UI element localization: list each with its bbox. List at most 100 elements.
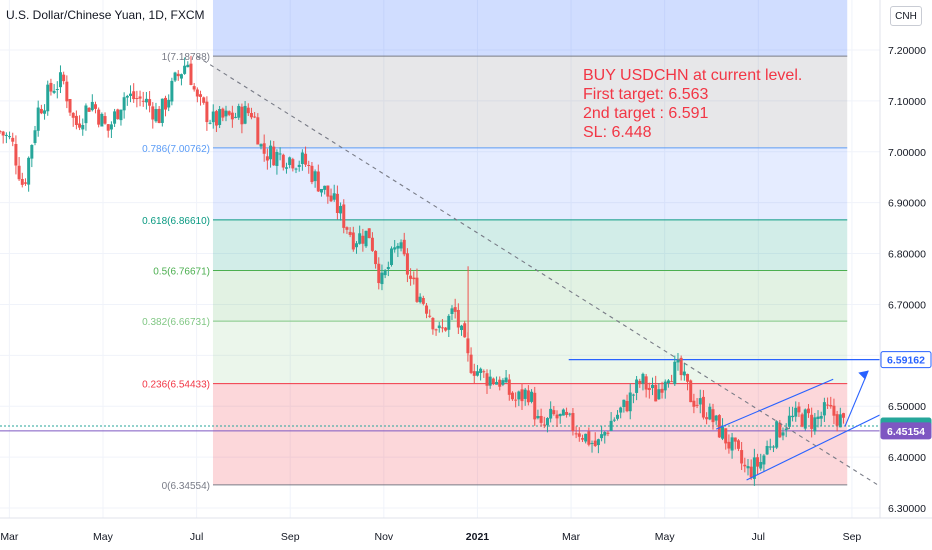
candle-body xyxy=(539,415,543,423)
candle xyxy=(167,94,171,112)
candle xyxy=(721,418,725,441)
candle xyxy=(259,143,263,150)
price-tick-label: 6.70000 xyxy=(888,299,926,311)
candle-body xyxy=(822,402,826,416)
candle xyxy=(214,109,218,133)
candle xyxy=(0,130,2,134)
candle xyxy=(819,411,823,426)
candle-body xyxy=(87,107,91,112)
currency-button[interactable]: CNH xyxy=(890,6,922,26)
chart-title: U.S. Dollar/Chinese Yuan, 1D, FXCM xyxy=(6,8,205,22)
candle xyxy=(440,319,444,333)
candle-body xyxy=(670,381,674,383)
candle-body xyxy=(501,380,505,385)
candle xyxy=(23,178,27,186)
candle-body xyxy=(510,392,514,400)
candle xyxy=(412,271,416,285)
candle xyxy=(103,112,107,125)
candle-body xyxy=(673,361,677,385)
candle xyxy=(33,125,37,146)
price-tick-label: 7.00000 xyxy=(888,147,926,159)
candle-body xyxy=(425,305,429,314)
candle-body xyxy=(4,134,8,136)
candle-body xyxy=(730,437,734,451)
candle xyxy=(450,305,454,321)
candle-body xyxy=(234,116,238,118)
candle-body xyxy=(288,157,292,166)
candle-body xyxy=(170,80,174,102)
candle-body xyxy=(743,464,747,467)
candle xyxy=(635,376,639,401)
candle-body xyxy=(463,323,467,338)
candle xyxy=(800,412,804,428)
candle-body xyxy=(545,418,549,426)
candle xyxy=(173,71,177,83)
candle xyxy=(479,367,483,381)
candle-body xyxy=(122,97,126,111)
candle xyxy=(841,412,845,424)
candle xyxy=(87,107,91,113)
candle-body xyxy=(396,245,400,249)
candle xyxy=(743,457,747,473)
candle xyxy=(539,408,543,427)
candle xyxy=(482,369,486,378)
candle-body xyxy=(141,100,145,102)
candle-body xyxy=(469,354,473,373)
candle-body xyxy=(450,308,454,315)
candle xyxy=(288,156,292,169)
candle-body xyxy=(679,357,683,376)
candle xyxy=(43,104,47,120)
candle xyxy=(183,57,187,75)
candle xyxy=(281,153,285,171)
candle-body xyxy=(784,428,788,431)
candle-body xyxy=(609,420,613,432)
candle xyxy=(192,82,196,92)
candle xyxy=(647,382,651,399)
candle xyxy=(17,157,21,181)
candle-body xyxy=(351,232,355,250)
candle xyxy=(692,393,696,414)
candle-body xyxy=(415,277,419,302)
candle xyxy=(237,103,241,120)
candle-body xyxy=(816,416,820,419)
candle xyxy=(189,55,193,86)
candle-body xyxy=(584,433,588,442)
candle xyxy=(736,439,740,452)
candle-body xyxy=(348,231,352,235)
candle-body xyxy=(109,124,113,130)
candle-body xyxy=(781,432,785,436)
candle xyxy=(577,427,581,442)
arrow-head xyxy=(858,370,869,380)
candle xyxy=(202,96,206,105)
candle-body xyxy=(214,111,218,126)
candle xyxy=(530,389,534,404)
candle-body xyxy=(135,98,139,100)
candle xyxy=(615,410,619,421)
candle-body xyxy=(164,97,168,110)
price-tick-label: 6.80000 xyxy=(888,249,926,261)
candle xyxy=(644,373,648,398)
price-tag-label: 6.45154 xyxy=(887,426,925,438)
candle xyxy=(803,408,807,431)
candle xyxy=(84,103,88,131)
candle xyxy=(587,427,591,447)
candle-body xyxy=(705,417,709,420)
candle xyxy=(740,441,744,471)
candle xyxy=(670,374,674,383)
candle xyxy=(526,385,530,406)
candle xyxy=(218,106,222,129)
candle-body xyxy=(600,434,604,439)
time-tick-label: Mar xyxy=(0,531,19,543)
candle xyxy=(686,373,690,391)
candle xyxy=(58,65,62,94)
annotation-line-2: First target: 6.563 xyxy=(583,86,709,103)
candle xyxy=(240,103,244,134)
candle xyxy=(52,84,56,95)
candle xyxy=(806,404,810,418)
candle xyxy=(374,250,378,269)
candle-body xyxy=(224,110,228,117)
time-tick-label: Sep xyxy=(843,531,862,543)
candle xyxy=(568,412,572,417)
candle xyxy=(826,397,830,409)
